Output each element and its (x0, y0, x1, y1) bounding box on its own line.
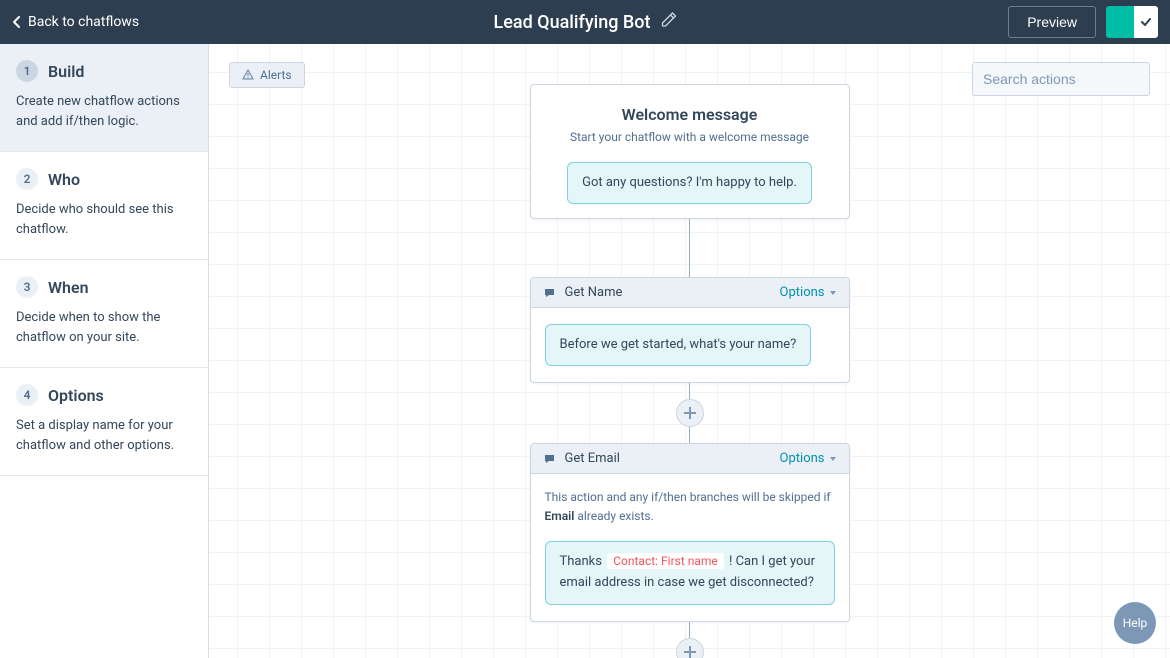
chat-icon (543, 286, 557, 300)
back-label: Back to chatflows (28, 14, 139, 30)
node-header: Get Email Options (531, 444, 849, 474)
node-options-link[interactable]: Options (780, 285, 837, 300)
edit-title-icon[interactable] (661, 12, 677, 32)
title-wrap: Lead Qualifying Bot (494, 12, 677, 33)
warning-icon (242, 69, 254, 81)
node-header: Get Name Options (531, 278, 849, 308)
step-title: Who (48, 170, 80, 189)
welcome-node[interactable]: Welcome message Start your chatflow with… (530, 84, 850, 219)
step-number: 4 (16, 384, 38, 406)
connector (689, 622, 690, 638)
sidebar: 1 Build Create new chatflow actions and … (0, 44, 209, 658)
alerts-label: Alerts (260, 68, 292, 82)
step-number: 2 (16, 168, 38, 190)
sidebar-step-when[interactable]: 3 When Decide when to show the chatflow … (0, 260, 208, 368)
step-desc: Create new chatflow actions and add if/t… (16, 92, 192, 131)
flow: Welcome message Start your chatflow with… (530, 84, 850, 658)
help-button[interactable]: Help (1114, 602, 1156, 644)
top-actions: Preview (1008, 6, 1158, 38)
welcome-subtitle: Start your chatflow with a welcome messa… (545, 130, 835, 144)
chevron-left-icon (12, 15, 22, 29)
contact-token[interactable]: Contact: First name (607, 553, 724, 569)
step-number: 3 (16, 276, 38, 298)
connector (689, 219, 690, 277)
node-body: Before we get started, what's your name? (531, 308, 849, 382)
step-title: Options (48, 386, 104, 405)
confirm-accent (1106, 6, 1134, 38)
confirm-check (1134, 6, 1158, 38)
canvas[interactable]: Alerts Welcome message Start your chatfl… (209, 44, 1170, 658)
step-title: Build (48, 62, 84, 81)
sidebar-step-build[interactable]: 1 Build Create new chatflow actions and … (0, 44, 208, 152)
main: 1 Build Create new chatflow actions and … (0, 44, 1170, 658)
add-node-button[interactable] (676, 638, 704, 658)
welcome-title: Welcome message (545, 105, 835, 124)
get-name-node[interactable]: Get Name Options Before we get started, … (530, 277, 850, 383)
search-actions-wrap[interactable] (972, 62, 1150, 96)
node-options-link[interactable]: Options (780, 451, 837, 466)
connector (689, 427, 690, 443)
step-desc: Set a display name for your chatflow and… (16, 416, 192, 455)
caret-down-icon (829, 289, 837, 297)
step-desc: Decide who should see this chatflow. (16, 200, 192, 239)
confirm-button[interactable] (1106, 6, 1158, 38)
node-note: This action and any if/then branches wil… (531, 474, 849, 525)
step-title: When (48, 278, 89, 297)
back-to-chatflows-link[interactable]: Back to chatflows (12, 14, 139, 30)
sidebar-step-who[interactable]: 2 Who Decide who should see this chatflo… (0, 152, 208, 260)
search-actions-input[interactable] (983, 71, 1164, 87)
preview-button[interactable]: Preview (1008, 6, 1096, 38)
node-body: Thanks Contact: First name ! Can I get y… (531, 525, 849, 621)
get-name-bubble[interactable]: Before we get started, what's your name? (545, 324, 812, 366)
node-title: Get Email (565, 451, 620, 466)
get-email-node[interactable]: Get Email Options This action and any if… (530, 443, 850, 622)
step-number: 1 (16, 60, 38, 82)
sidebar-step-options[interactable]: 4 Options Set a display name for your ch… (0, 368, 208, 476)
caret-down-icon (829, 455, 837, 463)
page-title: Lead Qualifying Bot (494, 12, 651, 33)
alerts-button[interactable]: Alerts (229, 62, 305, 88)
topbar: Back to chatflows Lead Qualifying Bot Pr… (0, 0, 1170, 44)
add-node-button[interactable] (676, 399, 704, 427)
get-email-bubble[interactable]: Thanks Contact: First name ! Can I get y… (545, 541, 835, 605)
chat-icon (543, 452, 557, 466)
connector (689, 383, 690, 399)
node-title: Get Name (565, 285, 623, 300)
step-desc: Decide when to show the chatflow on your… (16, 308, 192, 347)
welcome-bubble[interactable]: Got any questions? I'm happy to help. (567, 162, 812, 204)
